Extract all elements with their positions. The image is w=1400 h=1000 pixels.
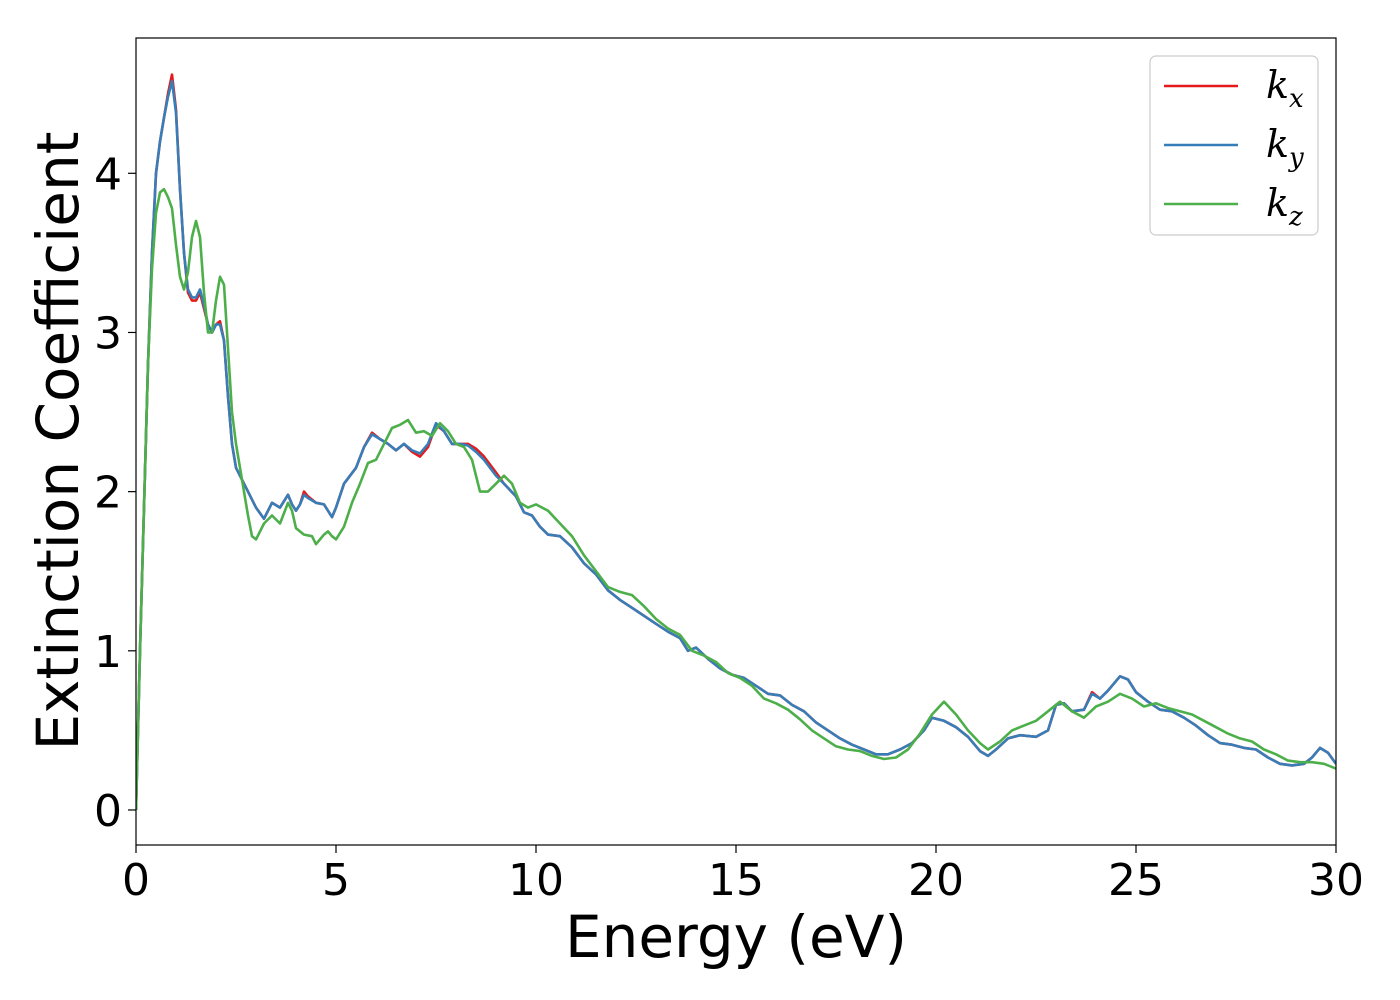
x-tick-label: 10 <box>508 855 564 906</box>
x-tick-label: 25 <box>1108 855 1164 906</box>
series-line-k-z <box>136 187 1336 811</box>
x-tick-label: 15 <box>708 855 764 906</box>
y-tick-label: 0 <box>94 786 122 837</box>
plot-lines <box>136 73 1336 811</box>
series-line-k-y <box>136 79 1336 811</box>
y-tick-label: 3 <box>94 308 122 359</box>
legend-label-x: kx <box>1266 63 1304 114</box>
y-tick-label: 2 <box>94 468 122 519</box>
x-tick-label: 20 <box>908 855 964 906</box>
axis-ticks: 0 5 10 15 20 25 30 0 1 2 3 4 <box>94 149 1364 906</box>
x-axis-label: Energy (eV) <box>565 903 907 971</box>
x-tick-label: 30 <box>1308 855 1364 906</box>
y-tick-label: 4 <box>94 149 122 200</box>
y-axis-label: Extinction Coefficient <box>24 132 92 751</box>
y-tick-label: 1 <box>94 627 122 678</box>
x-tick-label: 5 <box>322 855 350 906</box>
x-tick-label: 0 <box>122 855 150 906</box>
